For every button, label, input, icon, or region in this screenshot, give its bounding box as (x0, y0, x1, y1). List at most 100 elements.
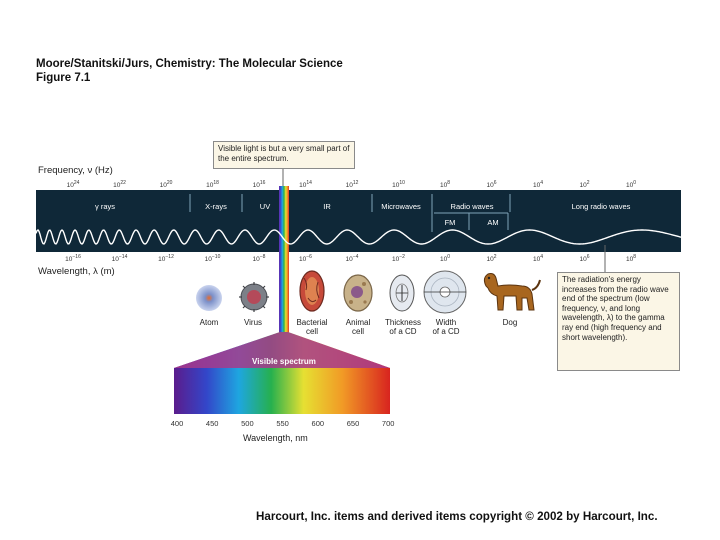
visible-wavelength-tick: 500 (241, 419, 254, 428)
region-dividers (189, 194, 511, 232)
frequency-tick-base: 10 (345, 182, 353, 190)
visible-strip (279, 186, 289, 356)
figure-number: Figure 7.1 (36, 72, 91, 84)
wavelength-tick: 10−10 (205, 254, 221, 263)
visible-wavelength-tick: 450 (205, 419, 219, 428)
visible-wavelength-tick: 650 (346, 419, 360, 428)
region-ir: IR (323, 202, 331, 211)
frequency-axis-title: Frequency, ν (Hz) (38, 165, 113, 176)
cd-thickness-label: Thickness of a CD (384, 318, 422, 337)
wavelength-tick: 10−12 (158, 254, 174, 263)
wavelength-tick-exponent: −2 (399, 254, 405, 260)
frequency-tick: 108 (440, 180, 450, 189)
wavelength-tick-base: 10 (579, 256, 587, 264)
region-radio-waves: Radio waves (450, 202, 494, 211)
frequency-tick-base: 10 (532, 182, 541, 190)
frequency-tick-base: 10 (252, 182, 260, 190)
wavelength-tick: 102 (486, 254, 496, 263)
wavelength-tick-base: 10 (392, 256, 400, 264)
atom-label: Atom (199, 318, 219, 327)
figure-source-title: Moore/Stanitski/Jurs, Chemistry: The Mol… (36, 58, 343, 70)
wavelength-tick-exponent: −6 (306, 254, 312, 260)
wavelength-tick-exponent: −8 (259, 254, 266, 260)
wavelength-tick: 108 (626, 254, 636, 263)
wavelength-tick-base: 10 (532, 256, 541, 264)
visible-spectrum-panel (174, 332, 390, 414)
visible-wavelength-tick: 700 (381, 419, 395, 428)
frequency-tick: 1022 (113, 180, 126, 189)
visible-wavelength-tick: 400 (170, 419, 184, 428)
wavelength-tick-exponent: 0 (447, 254, 451, 260)
frequency-tick-base: 10 (392, 182, 400, 190)
wavelength-tick: 10−2 (392, 254, 405, 263)
wavelength-tick: 100 (440, 254, 450, 263)
wavelength-tick-exponent: 4 (540, 254, 544, 260)
region-am: AM (487, 218, 499, 227)
energy-callout-pointer (604, 245, 606, 272)
cd-width-label: Width of a CD (432, 318, 460, 337)
animal-cell-icon (343, 274, 373, 312)
frequency-tick-base: 10 (206, 182, 214, 190)
region-microwaves: Microwaves (381, 202, 421, 211)
wavelength-tick: 10−4 (346, 254, 359, 263)
dog-icon (483, 273, 541, 311)
frequency-tick-base: 10 (299, 182, 307, 190)
spectrum-band (36, 190, 681, 252)
frequency-tick-base: 10 (159, 182, 167, 190)
frequency-tick-exponent: 4 (540, 180, 544, 186)
atom-icon (196, 285, 222, 311)
frequency-tick: 1012 (346, 180, 359, 189)
dog-label: Dog (502, 318, 518, 327)
virus-icon (239, 282, 269, 312)
frequency-tick-base: 10 (486, 182, 494, 190)
frequency-tick-exponent: 6 (493, 180, 497, 186)
wavelength-tick-base: 10 (486, 256, 494, 264)
cd-width-icon (423, 270, 467, 314)
visible-spectrum-label: Visible spectrum (252, 357, 316, 366)
wavelength-tick-exponent: −12 (165, 254, 174, 260)
region-x-rays: X-rays (205, 202, 227, 211)
energy-callout: The radiation's energy increases from th… (557, 272, 680, 371)
frequency-tick-exponent: 20 (166, 180, 173, 186)
frequency-tick-exponent: 8 (447, 180, 451, 186)
wavelength-tick-exponent: 8 (633, 254, 637, 260)
wavelength-axis-title: Wavelength, λ (m) (38, 266, 115, 277)
wavelength-tick-base: 10 (111, 256, 119, 264)
visible-light-callout: Visible light is but a very small part o… (213, 141, 355, 169)
frequency-tick: 1024 (67, 180, 80, 189)
electromagnetic-wave (36, 229, 681, 245)
wavelength-tick: 10−6 (299, 254, 312, 263)
frequency-tick-base: 10 (113, 182, 121, 190)
wavelength-tick-exponent: 6 (586, 254, 590, 260)
copyright-footer: Harcourt, Inc. items and derived items c… (256, 510, 658, 523)
animal-cell-label: Animal cell (345, 318, 371, 337)
wavelength-tick-base: 10 (252, 256, 260, 264)
wavelength-tick-exponent: 2 (493, 254, 497, 260)
frequency-tick-exponent: 24 (73, 180, 80, 186)
frequency-tick: 1014 (299, 180, 312, 189)
visible-wavelength-axis-title: Wavelength, nm (243, 433, 308, 443)
region-fm: FM (444, 218, 456, 227)
wavelength-tick-base: 10 (345, 256, 353, 264)
region-long-radio-waves: Long radio waves (571, 202, 631, 211)
frequency-tick: 104 (533, 180, 543, 189)
wavelength-tick-base: 10 (439, 256, 448, 264)
visible-wavelength-tick: 600 (311, 419, 325, 428)
wavelength-tick: 10−16 (65, 254, 81, 263)
wavelength-tick: 106 (579, 254, 589, 263)
frequency-tick-exponent: 0 (633, 180, 637, 186)
visible-wavelength-tick: 550 (276, 419, 289, 428)
frequency-tick: 1010 (392, 180, 405, 189)
region-gamma-rays: γ rays (94, 202, 116, 211)
frequency-tick-base: 10 (66, 182, 74, 190)
wavelength-tick-base: 10 (625, 256, 634, 264)
callout-pointer (282, 169, 284, 188)
frequency-tick: 102 (579, 180, 589, 189)
frequency-tick: 106 (486, 180, 496, 189)
frequency-tick-base: 10 (579, 182, 587, 190)
frequency-tick-exponent: 14 (306, 180, 312, 186)
frequency-tick: 1020 (160, 180, 173, 189)
wavelength-tick-base: 10 (299, 256, 307, 264)
frequency-tick-base: 10 (625, 182, 634, 190)
frequency-tick-exponent: 22 (120, 180, 126, 186)
